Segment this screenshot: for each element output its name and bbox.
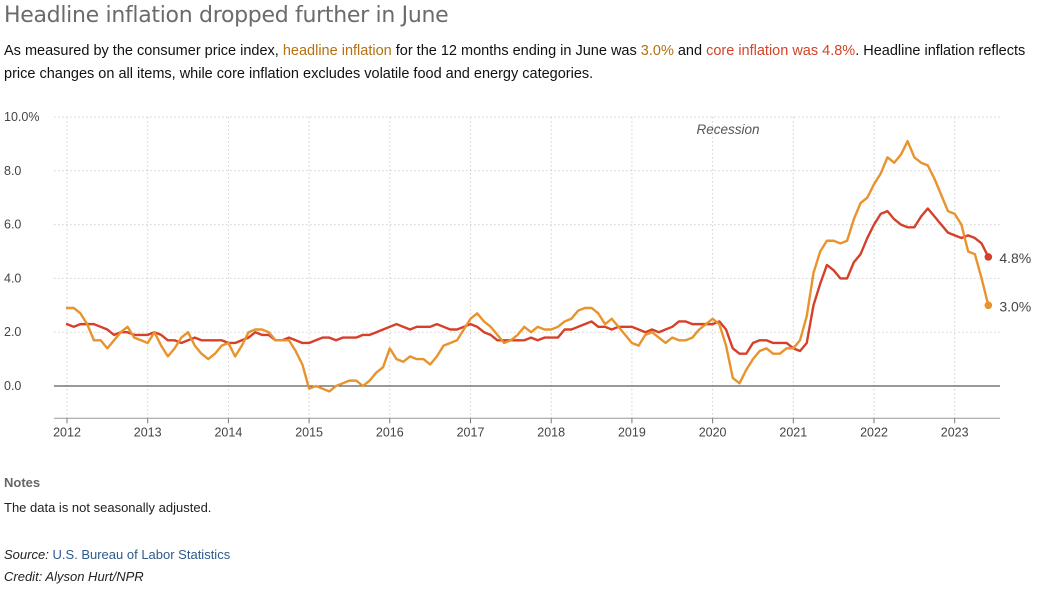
source-line: Source: U.S. Bureau of Labor Statistics: [4, 547, 230, 562]
y-tick-label: 8.0: [4, 164, 21, 178]
y-tick-label: 4.0: [4, 271, 21, 285]
notes-heading: Notes: [4, 475, 41, 490]
headline-inflation-line: [65, 140, 990, 393]
source-label: Source:: [4, 547, 49, 562]
recession-annotation: Recession: [696, 122, 759, 137]
inflation-line-chart: 10.0% 8.0 6.0 4.0 2.0 0.0 2012 2013 2014 2015 2016…: [4, 110, 1031, 439]
headline-end-point: [984, 301, 993, 310]
x-tick-label: 2023: [941, 425, 969, 439]
y-tick-label: 6.0: [4, 218, 21, 232]
x-tick-label: 2021: [779, 425, 807, 439]
chart-subtitle: As measured by the consumer price index,…: [4, 40, 1034, 86]
subtitle-text-1: As measured by the consumer price index,: [4, 43, 283, 59]
notes-text: The data is not seasonally adjusted.: [4, 500, 212, 515]
core-end-label: 4.8%: [999, 250, 1031, 266]
headline-inflation-label: headline inflation: [282, 43, 392, 59]
y-tick-label: 2.0: [4, 325, 21, 339]
subtitle-text-2: for the 12 months ending in June was: [391, 43, 641, 59]
x-tick-label: 2018: [537, 425, 565, 439]
x-tick-label: 2017: [457, 425, 485, 439]
credit-line: Credit: Alyson Hurt/NPR: [4, 569, 144, 584]
x-tick-label: 2013: [134, 425, 162, 439]
x-tick-label: 2014: [214, 425, 242, 439]
core-inflation-line: [65, 207, 990, 355]
core-inflation-label: core inflation was 4.8%: [706, 43, 856, 59]
x-tick-label: 2015: [295, 425, 323, 439]
y-tick-label: 10.0%: [4, 110, 39, 124]
x-tick-label: 2016: [376, 425, 404, 439]
headline-value-label: 3.0%: [640, 43, 674, 59]
core-end-point: [984, 253, 993, 261]
x-tick-label: 2019: [618, 425, 646, 439]
chart-title: Headline inflation dropped further in Ju…: [4, 3, 449, 28]
x-tick-label: 2020: [699, 425, 727, 439]
y-tick-label: 0.0: [4, 379, 21, 393]
headline-end-label: 3.0%: [999, 298, 1031, 314]
source-link[interactable]: U.S. Bureau of Labor Statistics: [52, 547, 231, 562]
subtitle-text-3: and: [673, 43, 707, 59]
subtitle-text-4: . Headline inflation reflects price chan…: [4, 43, 1026, 82]
x-tick-label: 2012: [53, 425, 81, 439]
x-tick-label: 2022: [860, 425, 888, 439]
